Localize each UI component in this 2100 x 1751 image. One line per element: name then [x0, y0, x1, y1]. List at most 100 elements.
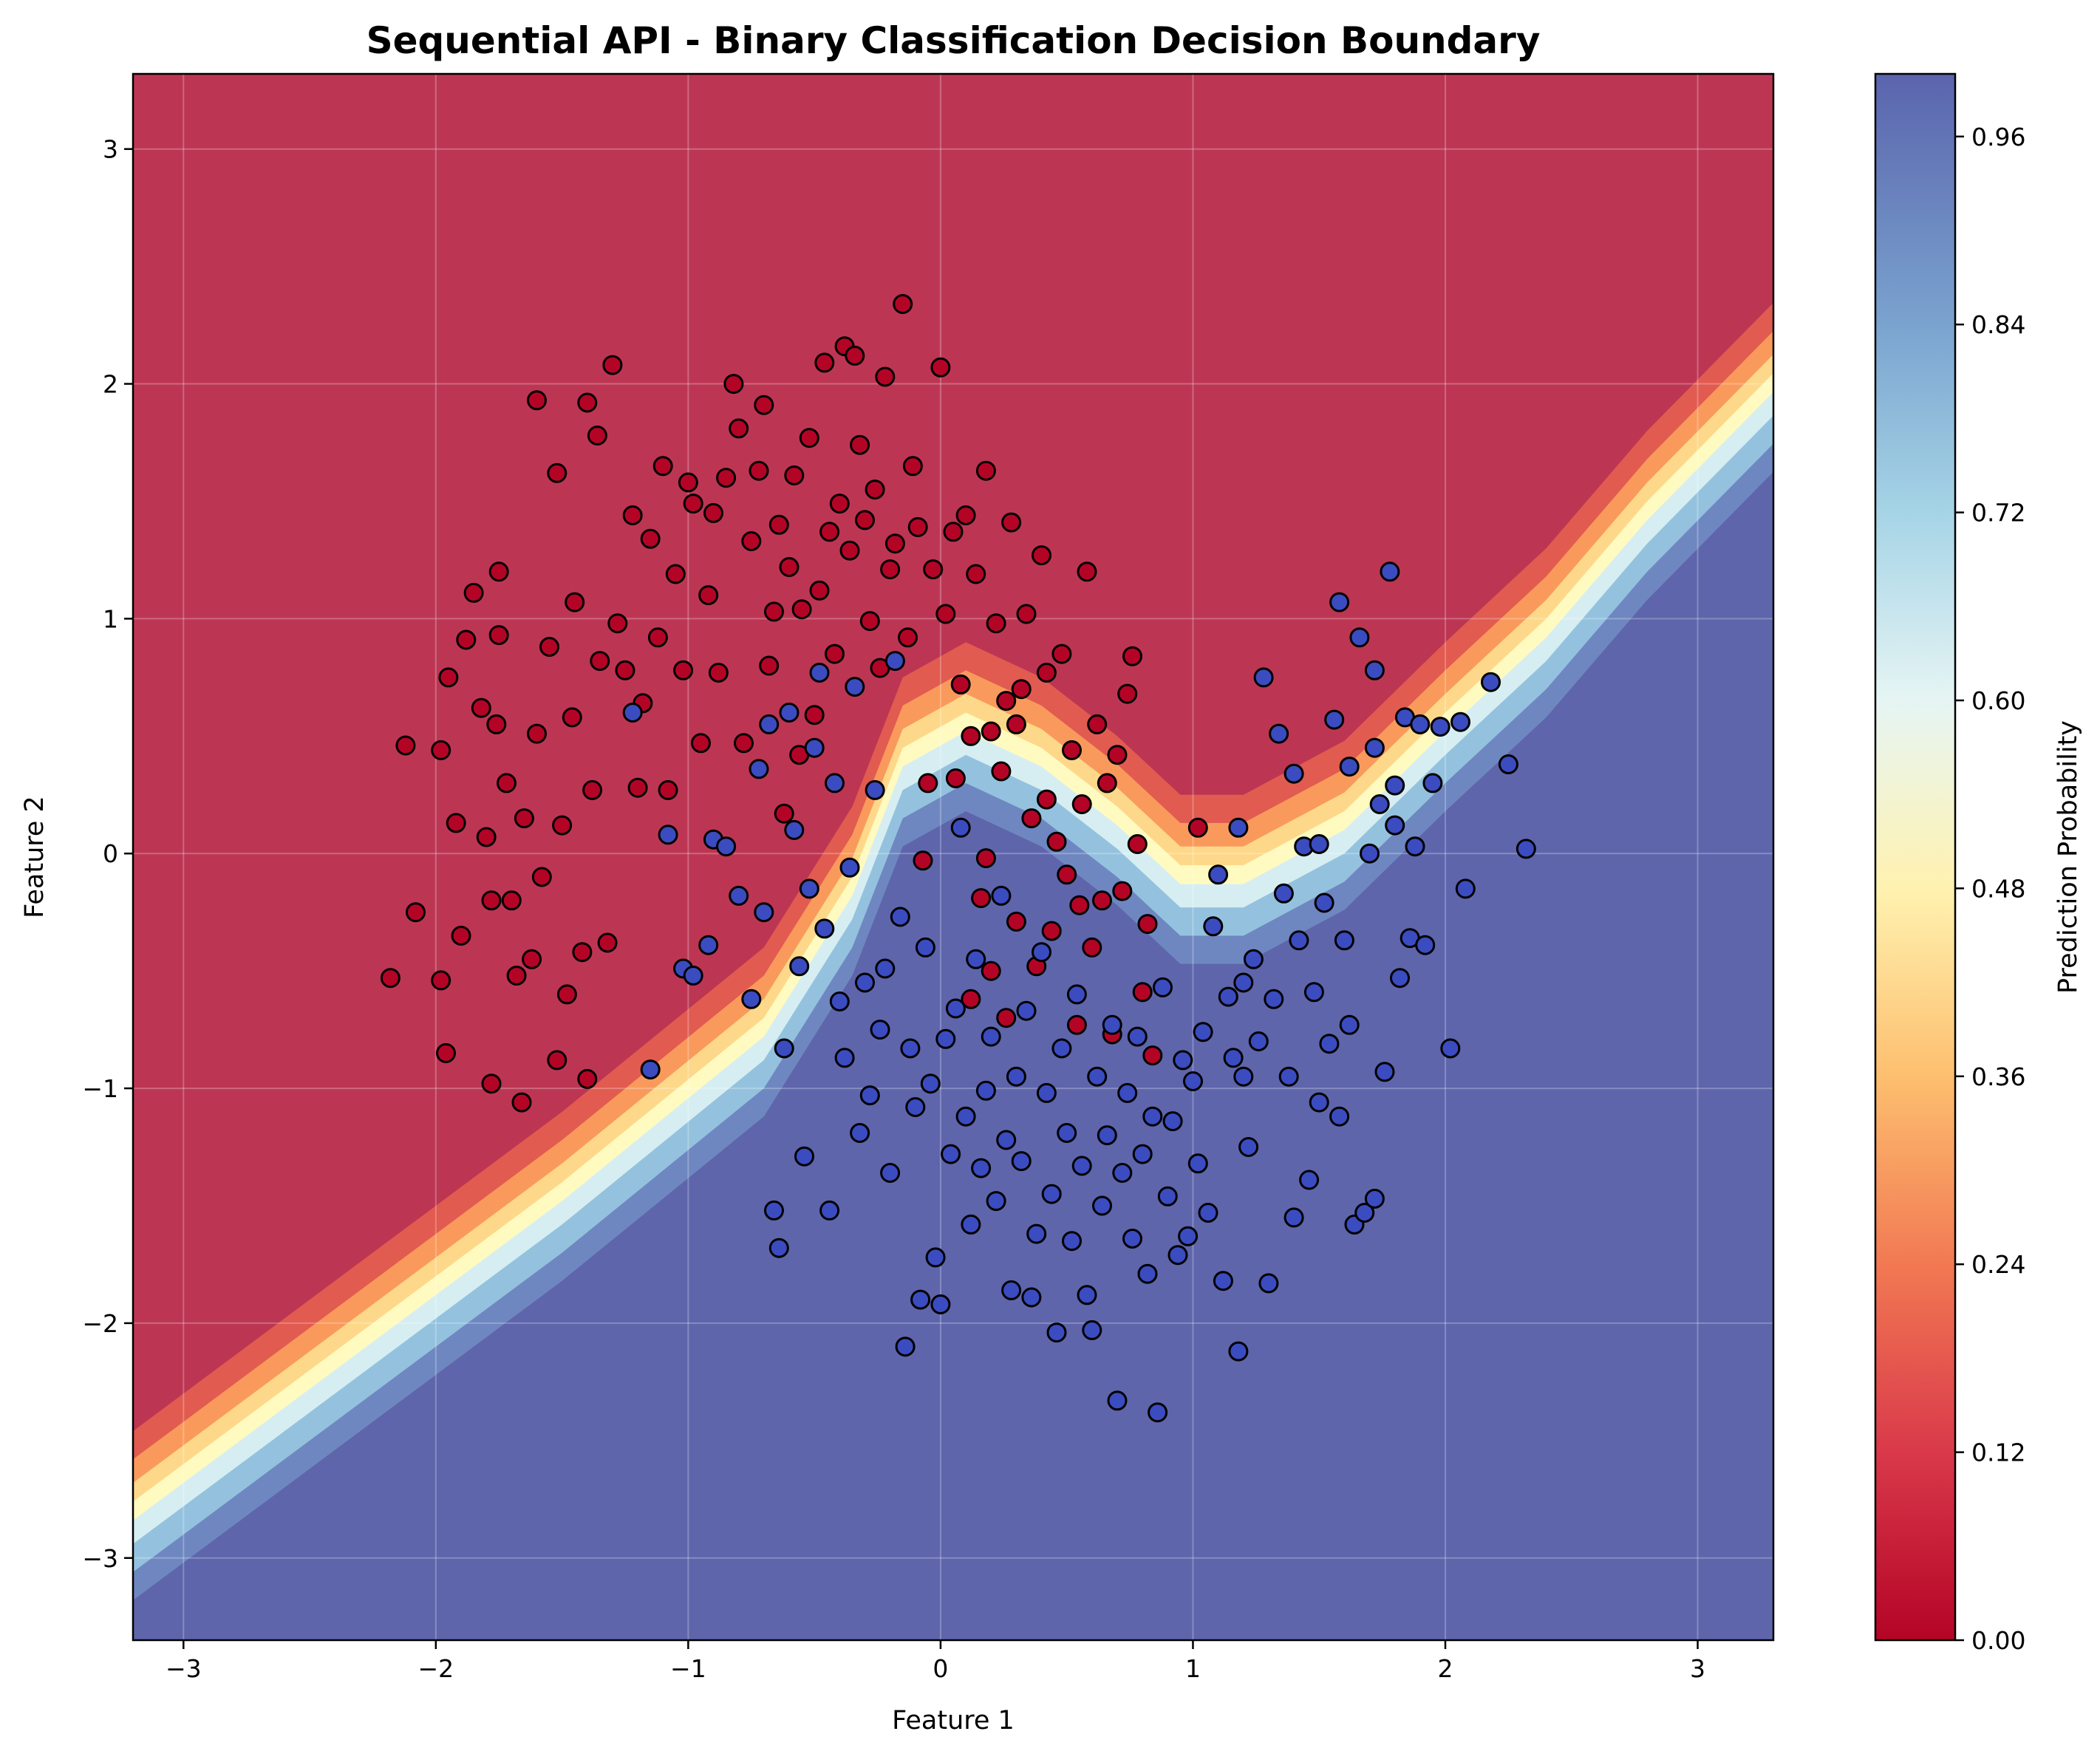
- class-0-point: [1051, 644, 1072, 664]
- class-1-point: [698, 935, 719, 955]
- class-0-point: [913, 850, 933, 871]
- class-1-point: [1283, 763, 1304, 784]
- class-1-point: [1498, 754, 1518, 774]
- class-1-point: [1309, 1092, 1329, 1113]
- class-0-point: [825, 644, 845, 664]
- class-0-point: [981, 721, 1001, 742]
- class-0-point: [819, 522, 840, 542]
- class-0-point: [406, 902, 426, 923]
- class-0-point: [981, 960, 1001, 981]
- class-1-point: [1253, 667, 1274, 688]
- class-1-point: [1283, 1207, 1304, 1228]
- class-1-point: [1112, 1163, 1133, 1183]
- class-0-point: [527, 723, 547, 744]
- class-1-point: [839, 857, 860, 878]
- class-0-point: [779, 557, 800, 577]
- class-1-point: [865, 779, 885, 800]
- class-1-point: [658, 825, 678, 845]
- class-1-point: [1258, 1273, 1279, 1294]
- class-1-point: [1162, 1111, 1183, 1132]
- class-0-point: [602, 355, 623, 375]
- class-0-point: [698, 585, 719, 606]
- class-0-point: [1006, 714, 1026, 734]
- class-0-point: [547, 1050, 567, 1071]
- class-1-point: [1364, 1189, 1385, 1209]
- class-1-point: [1203, 916, 1224, 937]
- class-0-point: [451, 926, 471, 946]
- class-1-point: [1041, 1184, 1062, 1204]
- class-0-point: [488, 625, 509, 646]
- class-1-point: [1516, 839, 1536, 859]
- class-1-point: [875, 958, 896, 979]
- class-0-point: [1117, 683, 1138, 704]
- class-1-point: [1248, 1031, 1269, 1051]
- class-1-point: [1157, 1186, 1178, 1206]
- class-0-point: [923, 559, 944, 580]
- class-0-point: [716, 468, 737, 488]
- class-1-point: [1117, 1082, 1138, 1103]
- class-1-point: [1349, 627, 1370, 648]
- class-1-point: [991, 885, 1012, 906]
- class-1-point: [1228, 1341, 1249, 1362]
- class-1-point: [1360, 843, 1380, 864]
- class-1-point: [895, 1337, 916, 1357]
- class-0-point: [438, 667, 459, 688]
- class-1-point: [930, 1294, 951, 1314]
- class-1-point: [809, 663, 830, 683]
- class-0-point: [809, 580, 830, 601]
- y-tick-label: −2: [82, 1309, 118, 1338]
- class-0-point: [607, 613, 628, 634]
- class-0-point: [723, 374, 744, 395]
- class-0-point: [950, 674, 971, 694]
- class-1-point: [1369, 794, 1390, 814]
- class-1-point: [981, 1026, 1001, 1047]
- class-1-point: [986, 1191, 1006, 1212]
- class-0-point: [1112, 881, 1133, 901]
- class-0-point: [708, 663, 729, 683]
- class-0-point: [741, 531, 762, 551]
- class-0-point: [966, 564, 986, 584]
- class-1-point: [1278, 1066, 1299, 1087]
- class-0-point: [1036, 789, 1057, 810]
- class-1-point: [1051, 1038, 1072, 1059]
- class-0-point: [1077, 562, 1097, 582]
- data-points: [380, 294, 1536, 1423]
- class-0-point: [1127, 834, 1148, 854]
- class-1-point: [779, 703, 800, 723]
- class-1-point: [925, 1247, 946, 1268]
- class-0-point: [547, 463, 567, 483]
- class-0-point: [652, 456, 673, 477]
- class-1-point: [1339, 757, 1360, 777]
- class-1-point: [1102, 1014, 1122, 1035]
- class-1-point: [1026, 1223, 1047, 1244]
- grid: [133, 74, 1773, 1640]
- class-1-point: [1107, 1390, 1128, 1411]
- x-tick-label: −1: [670, 1654, 706, 1683]
- class-1-point: [966, 949, 986, 969]
- y-tick-label: 2: [103, 370, 118, 399]
- class-0-point: [1097, 773, 1117, 793]
- class-1-point: [759, 714, 780, 734]
- class-0-point: [907, 516, 928, 537]
- class-0-point: [784, 465, 805, 485]
- class-1-point: [819, 1200, 840, 1221]
- class-1-point: [975, 1080, 996, 1101]
- class-1-point: [1455, 878, 1476, 899]
- class-1-point: [1218, 986, 1238, 1007]
- class-0-point: [562, 707, 582, 728]
- class-1-point: [1233, 1066, 1254, 1087]
- class-1-point: [1183, 1071, 1203, 1091]
- class-1-point: [971, 1158, 992, 1178]
- class-1-point: [1011, 1151, 1032, 1172]
- class-1-point: [1334, 930, 1354, 951]
- class-1-point: [884, 651, 905, 672]
- class-0-point: [1011, 679, 1032, 700]
- decision-boundary: [133, 74, 1773, 1640]
- class-1-point: [1430, 717, 1450, 737]
- class-1-point: [804, 737, 825, 758]
- chart-title: Sequential API - Binary Classification D…: [367, 19, 1541, 62]
- colorbar-tick-label: 0.96: [1971, 123, 2025, 151]
- class-1-point: [741, 989, 762, 1009]
- class-0-point: [986, 613, 1006, 634]
